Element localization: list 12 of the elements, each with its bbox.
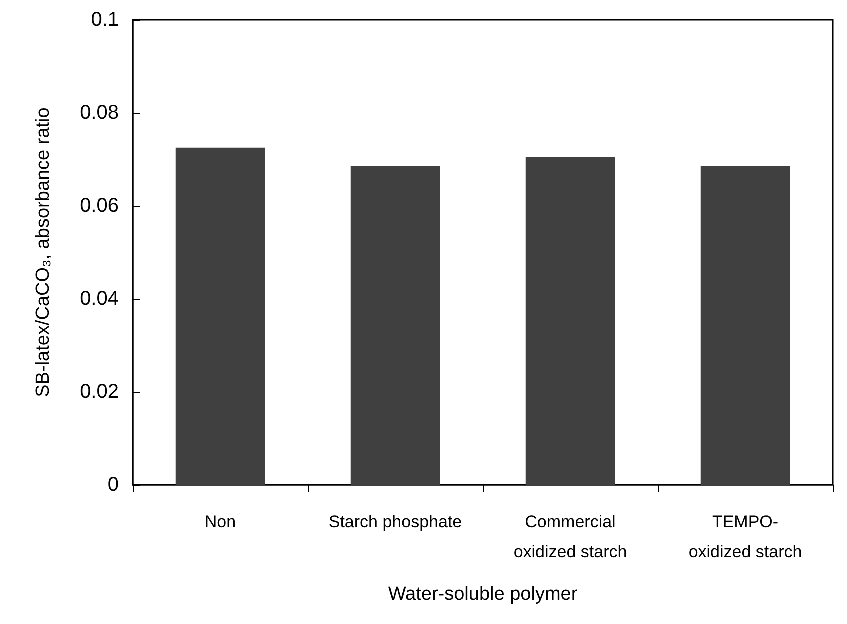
y-tick-label: 0.02 (80, 381, 119, 403)
x-tick-label: Commercial oxidized starch (514, 512, 628, 562)
x-tick-label: Non (204, 512, 236, 532)
x-tick-label: Starch phosphate (328, 512, 462, 532)
y-tick-label: 0.08 (80, 102, 119, 124)
y-tick-label: 0.06 (80, 195, 119, 217)
y-axis-title: SB-latex/CaCO₃, absorbance ratio (33, 108, 54, 398)
x-tick-label: TEMPO- oxidized starch (688, 512, 802, 562)
y-tick-label: 0.1 (91, 9, 119, 31)
x-axis-title: Water-soluble polymer (388, 584, 578, 605)
y-tick-label: 0.04 (80, 288, 119, 310)
y-tick-label: 0 (108, 474, 119, 496)
